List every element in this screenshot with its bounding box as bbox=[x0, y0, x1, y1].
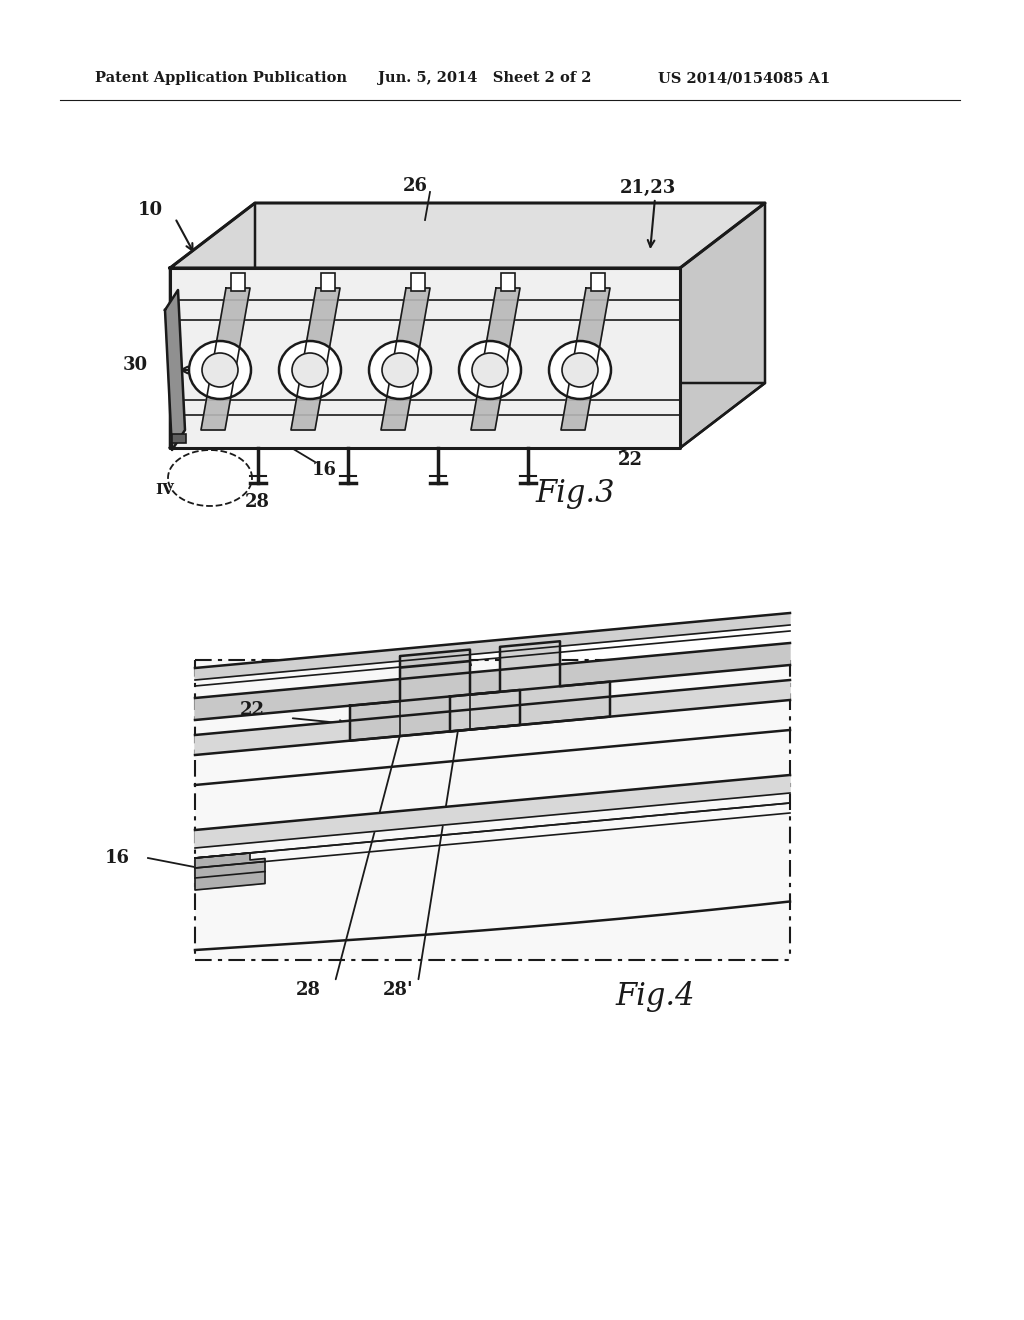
Polygon shape bbox=[165, 290, 185, 450]
Ellipse shape bbox=[189, 341, 251, 399]
Text: 26: 26 bbox=[402, 177, 427, 195]
Polygon shape bbox=[291, 288, 340, 430]
Text: IV: IV bbox=[155, 483, 174, 498]
Ellipse shape bbox=[279, 341, 341, 399]
Text: Fig.4: Fig.4 bbox=[615, 981, 694, 1012]
Bar bbox=[231, 273, 245, 290]
Ellipse shape bbox=[369, 341, 431, 399]
Polygon shape bbox=[680, 203, 765, 447]
Text: US 2014/0154085 A1: US 2014/0154085 A1 bbox=[658, 71, 830, 84]
Text: 16: 16 bbox=[312, 461, 337, 479]
Polygon shape bbox=[450, 642, 610, 731]
Text: 22: 22 bbox=[240, 701, 265, 719]
Ellipse shape bbox=[472, 352, 508, 387]
Polygon shape bbox=[471, 288, 520, 430]
Text: 10: 10 bbox=[138, 201, 163, 219]
Ellipse shape bbox=[292, 352, 328, 387]
Text: 30: 30 bbox=[123, 356, 148, 374]
Bar bbox=[172, 434, 186, 444]
Polygon shape bbox=[381, 288, 430, 430]
Bar bbox=[591, 273, 605, 290]
Polygon shape bbox=[350, 649, 520, 741]
Bar bbox=[195, 660, 790, 960]
Polygon shape bbox=[195, 853, 265, 890]
Text: Jun. 5, 2014   Sheet 2 of 2: Jun. 5, 2014 Sheet 2 of 2 bbox=[378, 71, 592, 84]
Text: 22: 22 bbox=[618, 451, 643, 469]
Polygon shape bbox=[201, 288, 250, 430]
Bar bbox=[411, 273, 425, 290]
Ellipse shape bbox=[562, 352, 598, 387]
Text: Patent Application Publication: Patent Application Publication bbox=[95, 71, 347, 84]
Bar bbox=[321, 273, 335, 290]
Polygon shape bbox=[195, 680, 790, 755]
Text: Fig.3: Fig.3 bbox=[535, 478, 614, 510]
Polygon shape bbox=[195, 612, 790, 680]
Text: 28: 28 bbox=[296, 981, 321, 999]
Text: 28': 28' bbox=[383, 981, 414, 999]
Text: 16: 16 bbox=[105, 849, 130, 867]
Polygon shape bbox=[561, 288, 610, 430]
Ellipse shape bbox=[549, 341, 611, 399]
Bar bbox=[501, 273, 515, 290]
Polygon shape bbox=[170, 203, 765, 268]
Text: 21,23: 21,23 bbox=[620, 180, 676, 197]
Ellipse shape bbox=[459, 341, 521, 399]
Text: 28: 28 bbox=[245, 492, 270, 511]
Polygon shape bbox=[195, 775, 790, 847]
Polygon shape bbox=[170, 203, 255, 447]
Polygon shape bbox=[170, 383, 765, 447]
Polygon shape bbox=[195, 643, 790, 719]
Polygon shape bbox=[170, 268, 680, 447]
Ellipse shape bbox=[382, 352, 418, 387]
Ellipse shape bbox=[202, 352, 238, 387]
